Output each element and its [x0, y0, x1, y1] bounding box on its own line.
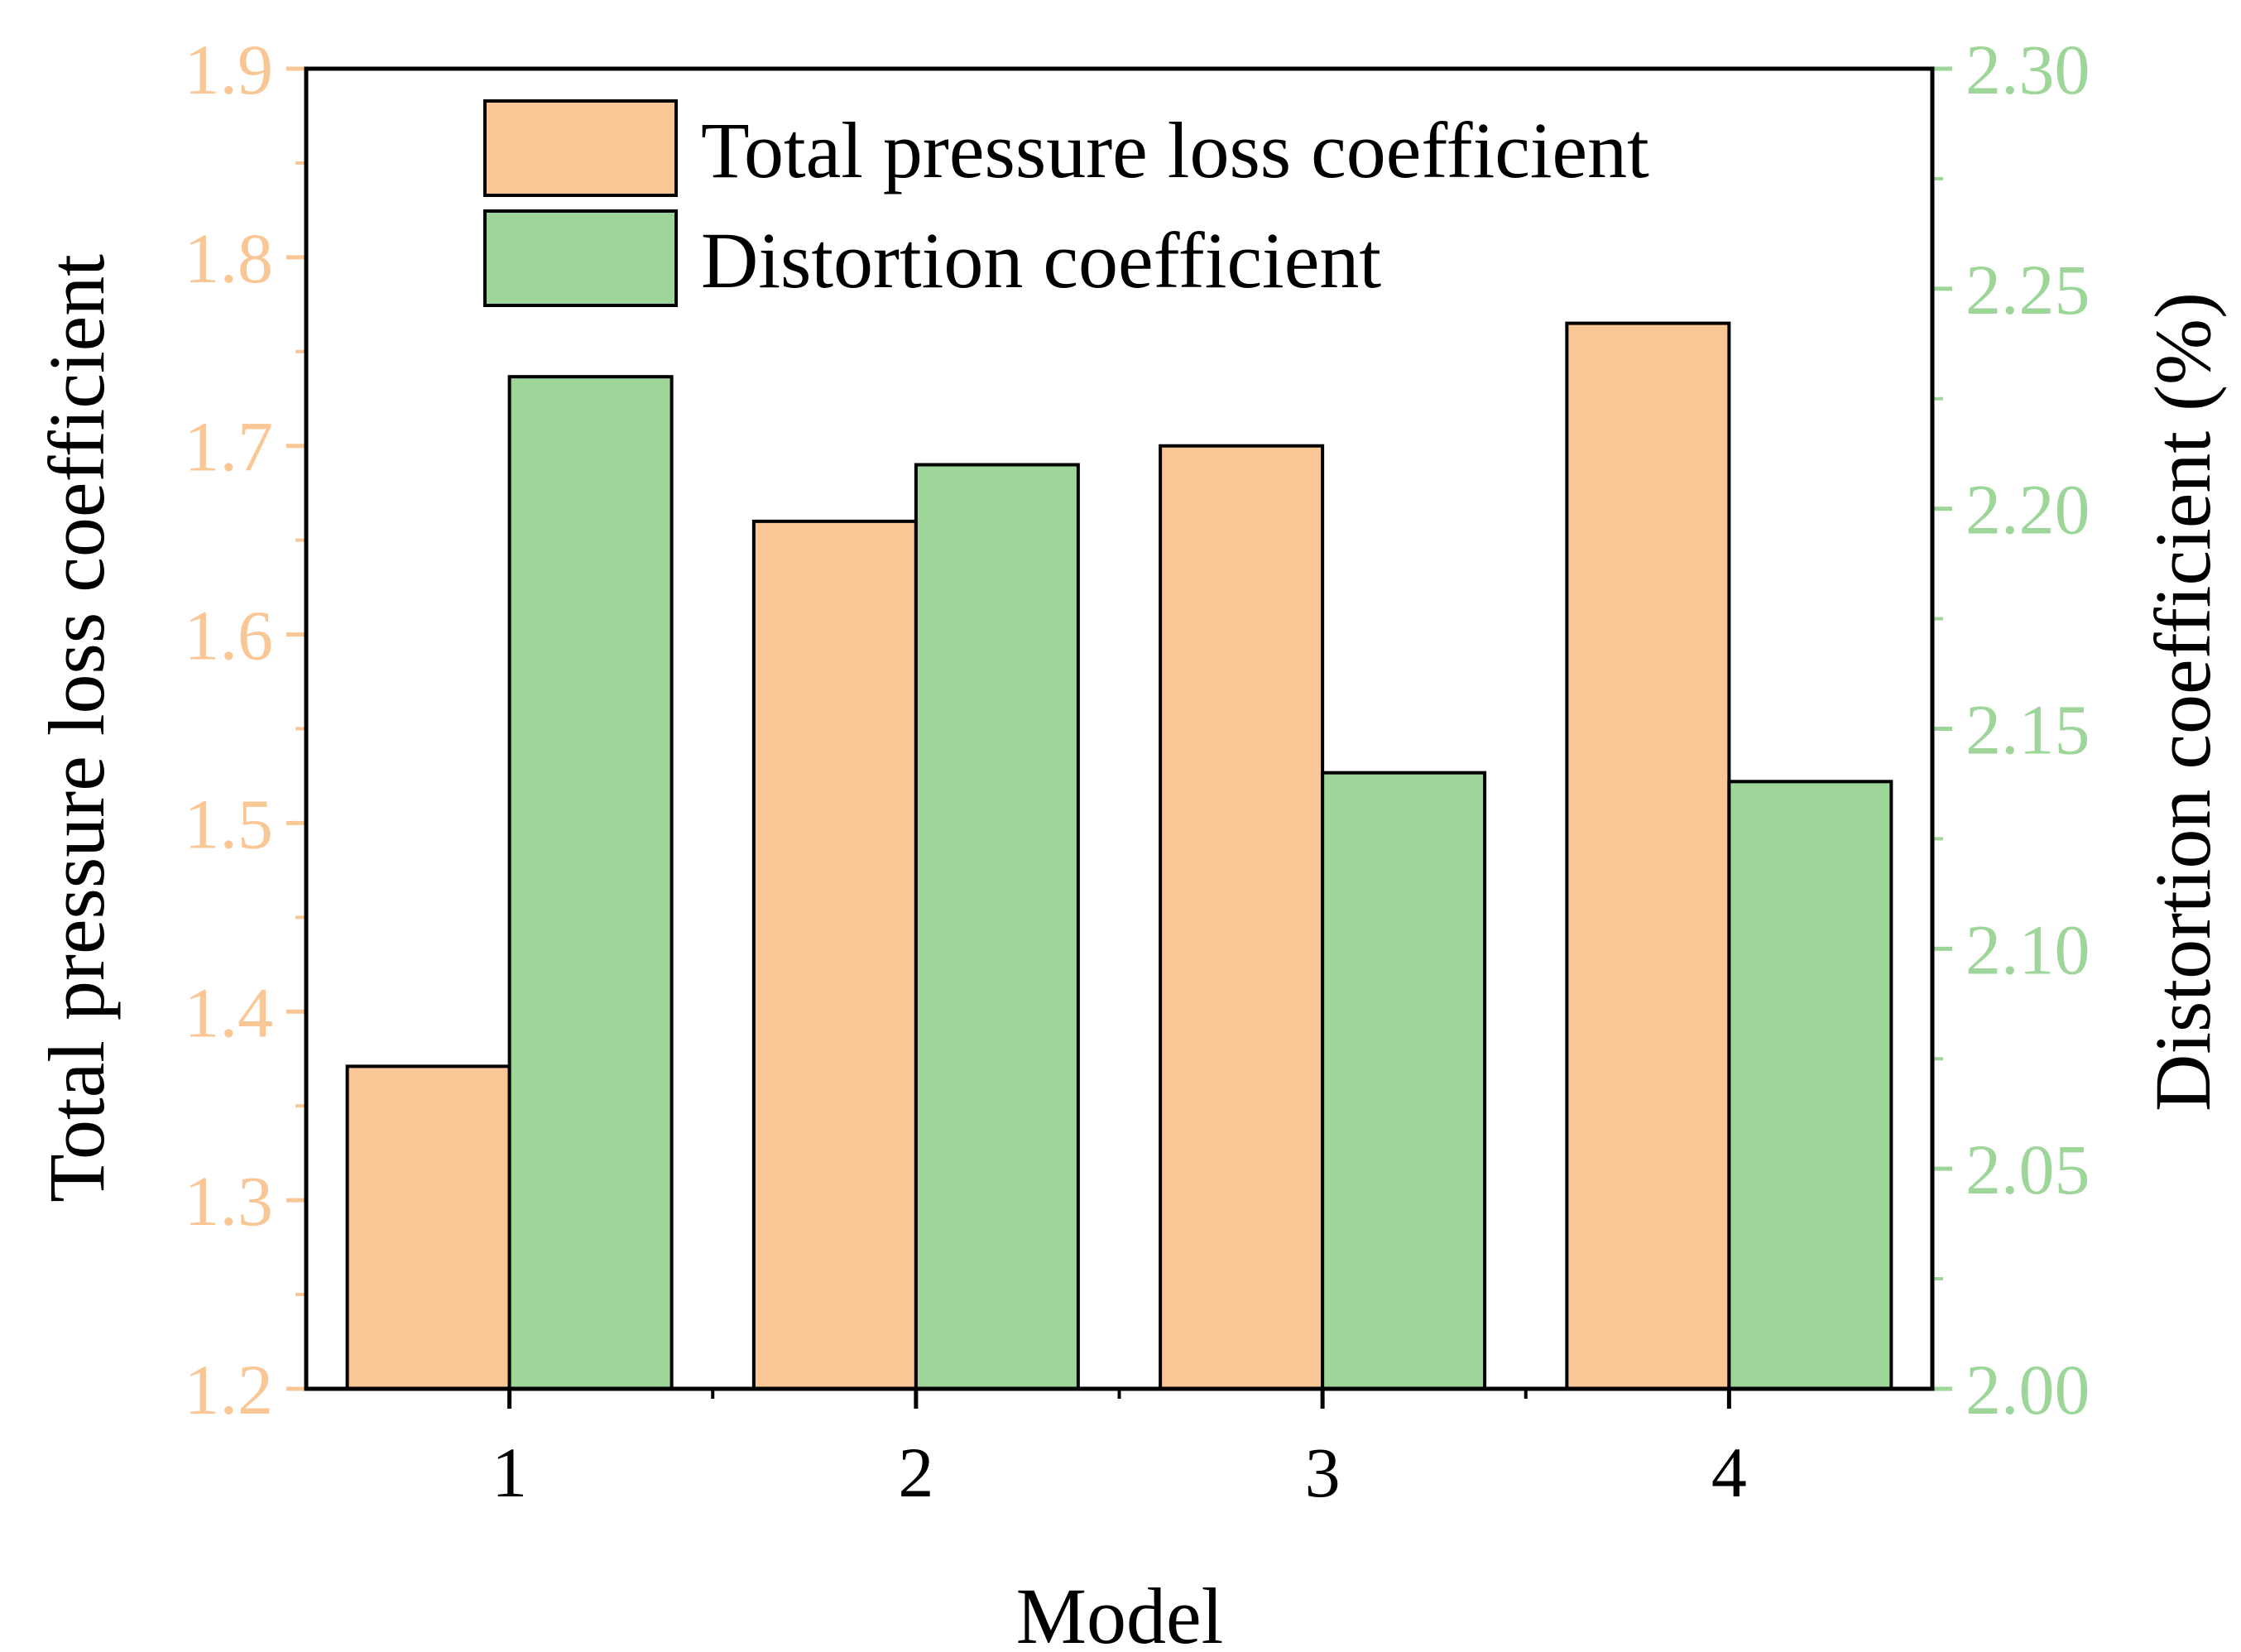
- left-tick-label: 1.6: [185, 596, 274, 675]
- left-y-axis-title: Total pressure loss coefficient: [32, 254, 121, 1203]
- left-tick-label: 1.9: [185, 30, 274, 109]
- bars-layer: [345, 321, 1893, 1391]
- x-axis: 1 2 3 4: [306, 1386, 1932, 1512]
- right-tick-label: 2.20: [1965, 470, 2090, 550]
- legend-swatch-distortion: [483, 209, 678, 307]
- right-tick-label: 2.25: [1965, 250, 2090, 329]
- x-tick-label: 4: [1711, 1433, 1747, 1512]
- bar-pressure-loss-model-2: [751, 519, 918, 1390]
- x-tick-label: 3: [1305, 1433, 1341, 1512]
- left-tick-label: 1.3: [185, 1161, 274, 1241]
- x-axis-title: Model: [1016, 1572, 1224, 1652]
- right-tick-label: 2.05: [1965, 1130, 2090, 1209]
- left-tick-label: 1.2: [185, 1350, 274, 1429]
- bar-distortion-model-3: [1321, 771, 1487, 1390]
- left-tick-label: 1.8: [185, 219, 274, 298]
- bar-pressure-loss-model-4: [1565, 321, 1731, 1390]
- left-tick-label: 1.7: [185, 407, 274, 487]
- right-tick-label: 2.10: [1965, 910, 2090, 989]
- x-tick-label: 2: [898, 1433, 933, 1512]
- bar-distortion-model-4: [1727, 780, 1893, 1390]
- left-tick-label: 1.5: [185, 784, 274, 863]
- legend: Total pressure loss coefficient Distorti…: [483, 99, 1649, 307]
- left-tick-label: 1.4: [185, 972, 274, 1052]
- right-tick-label: 2.00: [1965, 1350, 2090, 1429]
- right-tick-label: 2.30: [1965, 30, 2090, 109]
- bar-pressure-loss-model-1: [345, 1064, 511, 1390]
- right-y-axis-title: Distortion coefficient (%): [2138, 292, 2227, 1112]
- bar-distortion-model-2: [914, 463, 1080, 1390]
- bar-distortion-model-1: [507, 375, 674, 1391]
- plot-frame: [304, 66, 1935, 1391]
- left-y-axis: 1.2 1.3 1.4 1.5 1.6 1.7 1.8 1.9: [185, 30, 309, 1429]
- legend-label-distortion: Distortion coefficient: [701, 216, 1381, 305]
- x-tick-label: 1: [492, 1433, 527, 1512]
- right-y-axis: 2.00 2.05 2.10 2.15 2.20 2.25 2.30: [1930, 30, 2090, 1429]
- legend-swatch-pressure-loss: [483, 99, 678, 197]
- bar-pressure-loss-model-3: [1159, 444, 1325, 1391]
- legend-label-pressure-loss: Total pressure loss coefficient: [701, 106, 1649, 194]
- right-tick-label: 2.15: [1965, 690, 2090, 770]
